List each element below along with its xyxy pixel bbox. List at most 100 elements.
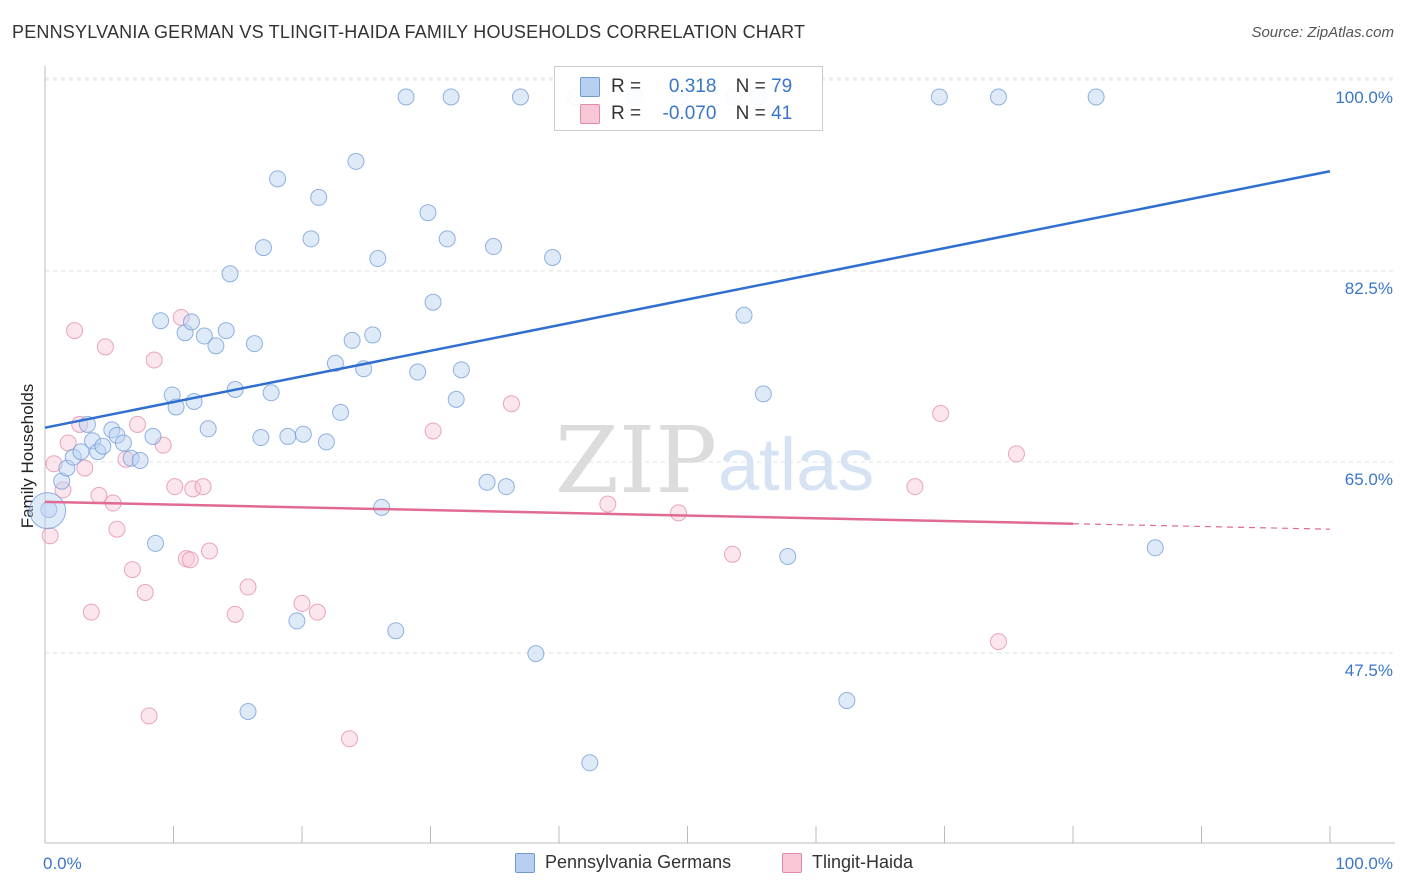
legend-swatch-pink bbox=[580, 104, 600, 124]
data-point-pennsylvania-germans bbox=[221, 265, 239, 283]
data-point-pennsylvania-germans bbox=[989, 88, 1007, 106]
bottom-legend-pennsylvania-germans: Pennsylvania Germans bbox=[515, 852, 731, 873]
data-point-pennsylvania-germans bbox=[511, 88, 529, 106]
data-point-pennsylvania-germans bbox=[72, 443, 90, 461]
data-point-tlingit-haida bbox=[308, 603, 326, 621]
data-point-pennsylvania-germans bbox=[207, 337, 225, 355]
x-tick-label: 100.0% bbox=[1335, 854, 1393, 873]
legend-r-label: R = bbox=[611, 76, 642, 97]
data-point-pennsylvania-germans bbox=[53, 472, 71, 490]
data-point-tlingit-haida bbox=[293, 594, 311, 612]
data-point-pennsylvania-germans bbox=[754, 385, 772, 403]
data-point-tlingit-haida bbox=[194, 478, 212, 496]
legend-r-value: 0.318 bbox=[668, 76, 717, 97]
data-point-pennsylvania-germans bbox=[317, 433, 335, 451]
data-point-pennsylvania-germans bbox=[29, 492, 67, 530]
data-point-pennsylvania-germans bbox=[581, 754, 599, 772]
data-point-pennsylvania-germans bbox=[1146, 539, 1164, 557]
data-point-tlingit-haida bbox=[45, 455, 63, 473]
data-point-pennsylvania-germans bbox=[1087, 88, 1105, 106]
chart-source: Source: ZipAtlas.com bbox=[1251, 24, 1394, 41]
data-point-pennsylvania-germans bbox=[252, 429, 270, 447]
data-point-tlingit-haida bbox=[670, 504, 688, 522]
data-point-tlingit-haida bbox=[502, 395, 520, 413]
legend-n-label: N = bbox=[735, 103, 766, 124]
data-point-pennsylvania-germans bbox=[735, 306, 753, 324]
data-point-pennsylvania-germans bbox=[527, 645, 545, 663]
series-tlingit-haida bbox=[41, 308, 1025, 748]
data-point-pennsylvania-germans bbox=[397, 88, 415, 106]
data-point-tlingit-haida bbox=[341, 730, 359, 748]
bottom-legend-label: Tlingit-Haida bbox=[812, 852, 914, 872]
data-point-tlingit-haida bbox=[123, 561, 141, 579]
data-point-pennsylvania-germans bbox=[144, 427, 162, 445]
data-point-tlingit-haida bbox=[136, 584, 154, 602]
x-tick-label: 0.0% bbox=[43, 854, 82, 873]
data-point-pennsylvania-germans bbox=[199, 420, 217, 438]
data-point-pennsylvania-germans bbox=[347, 152, 365, 170]
data-point-pennsylvania-germans bbox=[930, 88, 948, 106]
data-point-tlingit-haida bbox=[76, 459, 94, 477]
data-point-tlingit-haida bbox=[54, 481, 72, 499]
legend-n-value: 79 bbox=[771, 76, 793, 97]
legend-n-label: N = bbox=[735, 76, 766, 97]
trend-lines bbox=[44, 169, 1331, 530]
y-tick-label: 82.5% bbox=[1345, 279, 1393, 298]
data-point-tlingit-haida bbox=[82, 603, 100, 621]
data-point-tlingit-haida bbox=[166, 478, 184, 496]
watermark: ZIP atlas bbox=[555, 407, 874, 514]
legend-r-value: -0.070 bbox=[662, 103, 717, 124]
data-point-tlingit-haida bbox=[200, 542, 218, 560]
data-point-pennsylvania-germans bbox=[497, 478, 515, 496]
data-point-pennsylvania-germans bbox=[373, 498, 391, 516]
data-point-pennsylvania-germans bbox=[262, 384, 280, 402]
data-point-tlingit-haida bbox=[66, 322, 84, 340]
bottom-legend-label: Pennsylvania Germans bbox=[545, 852, 732, 872]
data-point-pennsylvania-germans bbox=[89, 443, 107, 461]
data-point-pennsylvania-germans bbox=[182, 313, 200, 331]
y-tick-label: 47.5% bbox=[1345, 661, 1393, 680]
tick-labels: 100.0% 82.5% 65.0% 47.5% 0.0% 100.0% bbox=[43, 88, 1393, 873]
data-point-pennsylvania-germans bbox=[343, 331, 361, 349]
data-point-pennsylvania-germans bbox=[103, 421, 121, 439]
data-point-pennsylvania-germans bbox=[364, 326, 382, 344]
data-point-pennsylvania-germans bbox=[84, 432, 102, 450]
axes bbox=[44, 66, 1395, 844]
data-point-pennsylvania-germans bbox=[484, 238, 502, 256]
chart-title: PENNSYLVANIA GERMAN VS TLINGIT-HAIDA FAM… bbox=[12, 22, 806, 42]
data-point-pennsylvania-germans bbox=[94, 437, 112, 455]
data-point-pennsylvania-germans bbox=[544, 248, 562, 266]
data-point-pennsylvania-germans bbox=[302, 230, 320, 248]
data-point-pennsylvania-germans bbox=[387, 622, 405, 640]
data-point-tlingit-haida bbox=[723, 545, 741, 563]
data-point-tlingit-haida bbox=[117, 450, 135, 468]
data-point-tlingit-haida bbox=[129, 415, 147, 433]
data-point-pennsylvania-germans bbox=[310, 188, 328, 206]
watermark-atlas: atlas bbox=[718, 423, 874, 506]
data-point-tlingit-haida bbox=[96, 338, 114, 356]
y-tick-label: 65.0% bbox=[1345, 470, 1393, 489]
data-point-pennsylvania-germans bbox=[838, 692, 856, 710]
data-point-tlingit-haida bbox=[181, 551, 199, 569]
trend-line-tlingit-haida bbox=[44, 500, 1074, 525]
trend-line-tlingit-haida-extension bbox=[1072, 523, 1331, 530]
data-point-pennsylvania-germans bbox=[114, 434, 132, 452]
legend-r-text: R = -0.070 N = 41 bbox=[611, 103, 792, 125]
data-point-pennsylvania-germans bbox=[326, 354, 344, 372]
data-point-tlingit-haida bbox=[184, 480, 202, 498]
data-point-pennsylvania-germans bbox=[409, 363, 427, 381]
legend-box: R = 0.318 N = 79 R = -0.070 N = 41 bbox=[554, 66, 823, 131]
data-point-pennsylvania-germans bbox=[442, 88, 460, 106]
legend-swatch-blue bbox=[580, 77, 600, 97]
data-point-pennsylvania-germans bbox=[269, 170, 287, 188]
data-point-tlingit-haida bbox=[932, 405, 950, 423]
bottom-legend-tlingit-haida: Tlingit-Haida bbox=[782, 852, 913, 873]
data-point-tlingit-haida bbox=[424, 422, 442, 440]
data-point-pennsylvania-germans bbox=[779, 547, 797, 565]
data-point-pennsylvania-germans bbox=[452, 361, 470, 379]
data-point-pennsylvania-germans bbox=[131, 451, 149, 469]
data-point-pennsylvania-germans bbox=[369, 250, 387, 268]
data-point-tlingit-haida bbox=[145, 351, 163, 369]
data-point-pennsylvania-germans bbox=[332, 403, 350, 421]
